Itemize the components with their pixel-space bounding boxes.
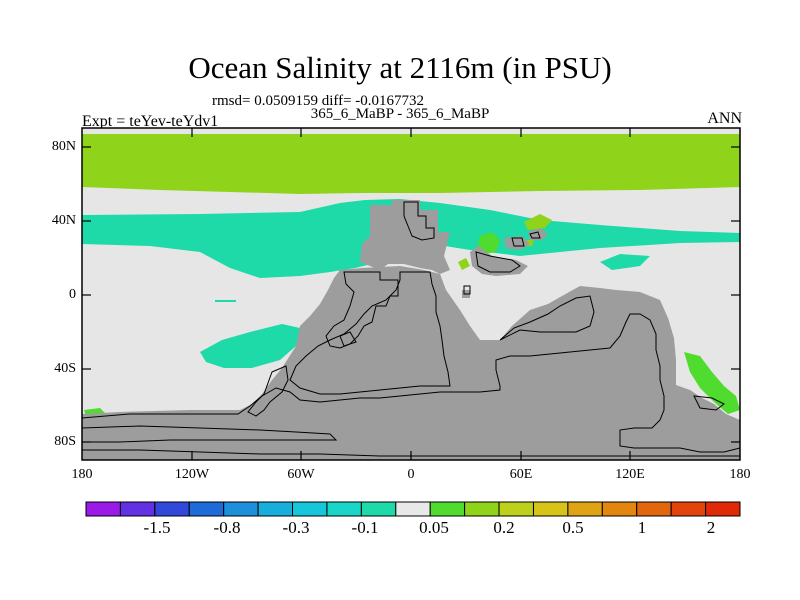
y-label-80s: 80S bbox=[54, 434, 76, 449]
colorbar-label: -0.1 bbox=[351, 518, 379, 537]
green-patch-small bbox=[458, 258, 470, 270]
colorbar-swatch bbox=[395, 501, 431, 517]
colorbar-swatch bbox=[188, 501, 225, 517]
x-label-180w: 180 bbox=[71, 467, 93, 482]
pacific-teal-patch bbox=[600, 254, 650, 270]
colorbar-swatch bbox=[532, 501, 569, 517]
colorbar-swatch bbox=[360, 501, 397, 517]
y-label-80n: 80N bbox=[51, 139, 76, 154]
x-label-60w: 60W bbox=[287, 467, 315, 482]
colorbar-swatch bbox=[154, 501, 190, 517]
green-patch-mid bbox=[478, 232, 500, 254]
east-islands bbox=[470, 246, 528, 276]
x-label-180e: 180 bbox=[729, 467, 751, 482]
colorbar-swatch bbox=[705, 501, 741, 517]
x-label-0: 0 bbox=[407, 467, 415, 482]
experiment-label: Expt = teYev-teYdv1 bbox=[82, 113, 219, 130]
colorbar-label: 1 bbox=[637, 518, 647, 537]
colorbar-label: 2 bbox=[706, 518, 716, 537]
colorbar bbox=[85, 501, 741, 517]
case-line: 365_6_MaBP - 365_6_MaBP bbox=[310, 106, 490, 122]
colorbar-swatch bbox=[636, 501, 672, 517]
colorbar-swatch bbox=[119, 501, 156, 517]
x-label-120w: 120W bbox=[174, 467, 210, 482]
y-label-40n: 40N bbox=[51, 213, 76, 228]
arctic-salinity-band bbox=[82, 134, 740, 194]
season-label: ANN bbox=[707, 110, 742, 127]
colorbar-label: 0.2 bbox=[493, 518, 515, 537]
colorbar-label: 0.5 bbox=[562, 518, 584, 537]
colorbar-label: -1.5 bbox=[143, 518, 171, 537]
colorbar-label: 0.05 bbox=[419, 518, 449, 537]
colorbar-swatch bbox=[257, 501, 294, 517]
north-continent bbox=[360, 200, 450, 274]
colorbar-swatch bbox=[326, 501, 362, 517]
colorbar-swatch bbox=[567, 501, 603, 517]
colorbar-swatch bbox=[498, 501, 534, 517]
east-islands-3 bbox=[528, 228, 548, 240]
x-label-120e: 120E bbox=[615, 467, 645, 482]
colorbar-swatch bbox=[464, 501, 500, 517]
southern-teal-patch bbox=[200, 324, 300, 368]
x-label-60e: 60E bbox=[509, 467, 533, 482]
central-continent bbox=[82, 266, 740, 460]
axis-ticks bbox=[82, 128, 740, 460]
green-patch-southeast bbox=[684, 352, 740, 414]
map-panel bbox=[81, 127, 741, 461]
colorbar-swatch bbox=[292, 501, 328, 517]
y-label-40s: 40S bbox=[54, 361, 76, 376]
green-patch-east bbox=[524, 214, 552, 230]
page-title: Ocean Salinity at 2116m (in PSU) bbox=[188, 50, 612, 85]
colorbar-label: -0.8 bbox=[213, 518, 241, 537]
teal-streak bbox=[215, 300, 236, 302]
y-label-0: 0 bbox=[69, 287, 76, 302]
colorbar-label: -0.3 bbox=[282, 518, 310, 537]
colorbar-swatch bbox=[85, 501, 121, 517]
colorbar-swatch bbox=[601, 501, 638, 517]
land-masses bbox=[82, 200, 740, 460]
stats-line: rmsd= 0.0509159 diff= -0.0167732 bbox=[212, 93, 425, 109]
colorbar-swatch bbox=[670, 501, 707, 517]
colorbar-swatch bbox=[223, 501, 259, 517]
colorbar-swatch bbox=[429, 501, 466, 517]
